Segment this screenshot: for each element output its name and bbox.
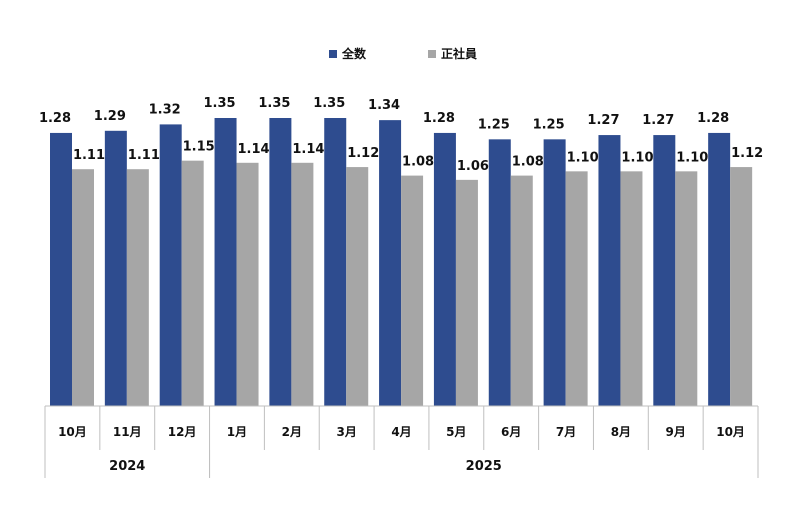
- value-label-regular-7: 1.06: [457, 159, 489, 174]
- value-label-all-2: 1.32: [149, 102, 181, 117]
- month-label-9: 7月: [556, 425, 576, 439]
- value-label-all-11: 1.27: [642, 113, 674, 128]
- bar-all-4: [269, 118, 292, 406]
- month-label-1: 11月: [113, 425, 142, 439]
- bar-all-1: [104, 130, 127, 407]
- bar-regular-8: [510, 175, 533, 406]
- bar-regular-0: [72, 169, 94, 406]
- legend-swatch-all: [329, 50, 337, 58]
- value-label-regular-0: 1.11: [73, 148, 105, 163]
- value-label-regular-3: 1.14: [237, 142, 269, 157]
- bar-regular-4: [291, 162, 314, 406]
- month-label-7: 5月: [446, 425, 466, 439]
- value-label-regular-5: 1.12: [347, 146, 379, 161]
- bar-all-8: [488, 139, 511, 407]
- bar-all-11: [653, 135, 676, 407]
- bar-regular-2: [181, 160, 204, 406]
- bar-all-12: [708, 132, 731, 406]
- value-label-all-4: 1.35: [258, 96, 290, 111]
- month-label-12: 10月: [716, 425, 745, 439]
- legend-label-regular: 正社員: [441, 46, 477, 61]
- month-label-3: 1月: [227, 425, 247, 439]
- bar-all-0: [50, 132, 72, 406]
- bar-regular-10: [620, 171, 643, 406]
- legend-swatch-regular: [428, 50, 436, 58]
- value-label-all-9: 1.25: [533, 117, 565, 132]
- value-label-all-8: 1.25: [478, 117, 510, 132]
- value-label-regular-9: 1.10: [567, 150, 599, 165]
- category-axis: 10月 11月 12月 1月 2月 3月 4月 5月 6月 7月 8月 9月 10月 2024 2025: [44, 405, 759, 478]
- bar-regular-1: [126, 169, 149, 406]
- month-label-5: 3月: [336, 425, 356, 439]
- value-label-all-6: 1.34: [368, 98, 400, 113]
- legend: 全数 正社員: [329, 46, 477, 61]
- value-label-all-7: 1.28: [423, 111, 455, 126]
- value-label-all-10: 1.27: [587, 113, 619, 128]
- bar-regular-3: [236, 162, 259, 406]
- value-label-regular-8: 1.08: [512, 155, 544, 170]
- value-label-regular-4: 1.14: [292, 142, 324, 157]
- value-label-all-12: 1.28: [697, 111, 729, 126]
- value-label-all-5: 1.35: [313, 96, 345, 111]
- bar-regular-5: [346, 167, 369, 406]
- month-label-0: 10月: [58, 425, 87, 439]
- month-label-2: 12月: [168, 425, 197, 439]
- value-label-regular-6: 1.08: [402, 155, 434, 170]
- value-label-all-0: 1.28: [39, 111, 71, 126]
- bar-all-3: [214, 118, 237, 406]
- value-label-regular-2: 1.15: [183, 140, 215, 155]
- legend-label-all: 全数: [341, 46, 367, 61]
- value-label-all-1: 1.29: [94, 109, 126, 124]
- value-label-regular-11: 1.10: [676, 150, 708, 165]
- month-label-10: 8月: [611, 425, 631, 439]
- bar-regular-7: [455, 179, 478, 406]
- year-label-2025: 2025: [466, 459, 502, 474]
- value-label-all-3: 1.35: [203, 96, 235, 111]
- bar-all-6: [379, 120, 402, 406]
- bar-all-2: [159, 124, 182, 407]
- month-label-6: 4月: [391, 425, 411, 439]
- year-label-2024: 2024: [109, 459, 145, 474]
- month-label-4: 2月: [282, 425, 302, 439]
- bar-all-10: [598, 135, 621, 407]
- month-label-8: 6月: [501, 425, 521, 439]
- month-label-11: 9月: [666, 425, 686, 439]
- bar-regular-12: [730, 167, 753, 406]
- bar-regular-11: [675, 171, 698, 406]
- bar-regular-9: [565, 171, 588, 406]
- bars: 1.28 1.11 1.29 1.11 1.32 1.15 1.35 1.14 1.35 1.14…: [39, 96, 763, 407]
- bar-regular-6: [401, 175, 424, 406]
- value-label-regular-10: 1.10: [621, 150, 653, 165]
- value-label-regular-1: 1.11: [128, 148, 160, 163]
- bar-all-9: [543, 139, 566, 407]
- value-label-regular-12: 1.12: [731, 146, 763, 161]
- bar-all-7: [433, 132, 456, 406]
- bar-all-5: [324, 118, 347, 406]
